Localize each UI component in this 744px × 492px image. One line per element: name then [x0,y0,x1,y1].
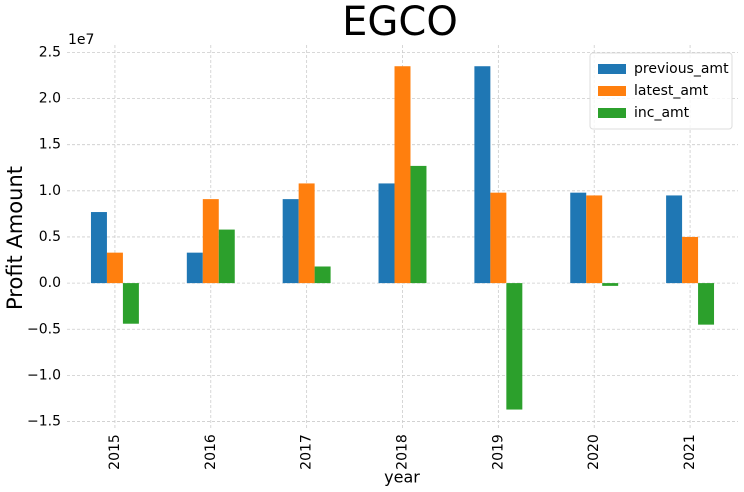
legend-swatch [598,108,626,118]
y-axis-label: Profit Amount [3,166,27,310]
y-tick-label: 2.0 [39,91,61,107]
bar [218,229,235,284]
bar [506,283,523,410]
legend-label: inc_amt [634,105,690,121]
bar [698,283,715,325]
bar [682,236,699,284]
y-tick-label: −1.0 [27,367,61,383]
y-tick-label: 1.0 [39,183,61,199]
x-tick-label: 2016 [203,434,219,470]
bar [122,283,139,324]
x-tick-label: 2017 [299,434,315,470]
x-tick-label: 2019 [490,434,506,470]
x-tick-label: 2021 [682,434,698,470]
legend-swatch [598,64,626,74]
chart-title: EGCO [342,0,458,45]
bar [314,266,331,284]
bar [474,66,491,284]
x-tick-label: 2018 [395,434,411,470]
x-axis-label: year [384,468,420,487]
bar [602,283,619,286]
legend-label: previous_amt [634,61,729,77]
bar [410,165,427,284]
bar [394,66,411,284]
bar [90,212,107,284]
bar [666,195,683,284]
y-tick-label: −0.5 [27,321,61,337]
bar [490,192,507,284]
bar [106,252,123,284]
bar [378,183,395,284]
x-tick-label: 2015 [107,434,123,470]
bar [298,183,315,284]
bar [586,195,603,284]
bar [282,199,299,284]
y-tick-label: 1.5 [39,137,61,153]
bar [202,199,219,284]
bar [186,252,203,284]
legend-label: latest_amt [634,83,709,99]
bar [570,192,587,284]
y-tick-label: 0.5 [39,229,61,245]
legend-swatch [598,86,626,96]
y-offset-label: 1e7 [68,32,94,48]
y-tick-label: −1.5 [27,414,61,430]
y-tick-label: 0.0 [39,275,61,291]
x-tick-label: 2020 [586,434,602,470]
y-tick-label: 2.5 [39,44,61,60]
